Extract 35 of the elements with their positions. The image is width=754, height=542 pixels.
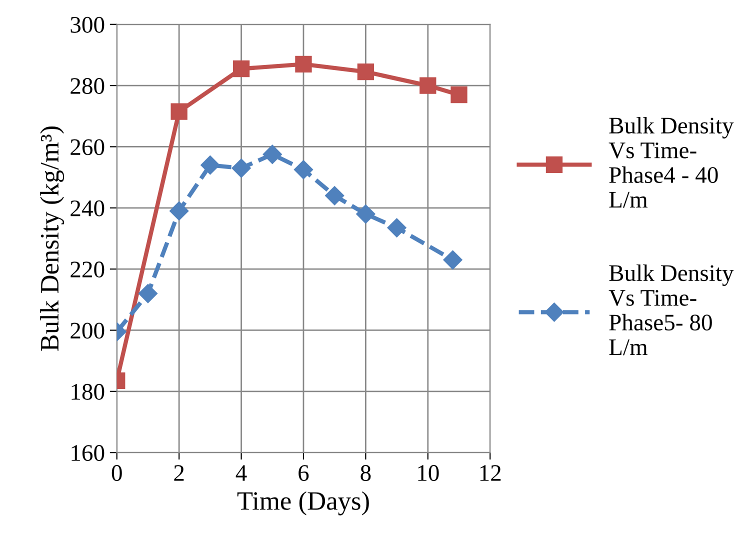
point [357,63,374,80]
point [262,144,282,164]
point [356,204,376,224]
point [232,158,251,178]
legend-label: Bulk Density Vs Time- Phase4 - 40 L/m [608,116,734,208]
legend-label: Bulk Density Vs Time- Phase5- 80 L/m [608,264,734,356]
point [170,201,189,220]
point [170,103,188,120]
point [200,156,220,175]
y-tick-label: 200 [70,322,104,339]
x-tick-label: 6 [298,465,309,481]
point [325,186,344,206]
y-tick-label: 160 [72,445,104,461]
point [138,284,158,304]
point [387,218,406,238]
point [294,160,314,180]
x-tick-label: 0 [112,465,122,481]
y-tick-label: 260 [70,139,104,156]
y-tick-label: 240 [70,200,104,216]
x-tick-label: 8 [360,465,371,481]
x-tick-label: 2 [174,465,184,481]
y-tick-label: 180 [72,384,104,400]
point [443,250,462,270]
x-tick-label: 4 [236,465,247,481]
point [420,77,436,94]
point [450,86,468,104]
x-axis-title: Time (Days) [237,491,369,516]
x-tick-label: 10 [418,465,439,481]
y-tick-label: 220 [70,262,104,278]
y-tick-label: 280 [70,78,104,94]
point [295,56,312,72]
point [232,60,250,78]
y-tick-label: 300 [70,16,104,33]
y-axis-title: Bulk Density (kg/m³) [40,126,64,351]
x-tick-label: 12 [480,465,501,481]
